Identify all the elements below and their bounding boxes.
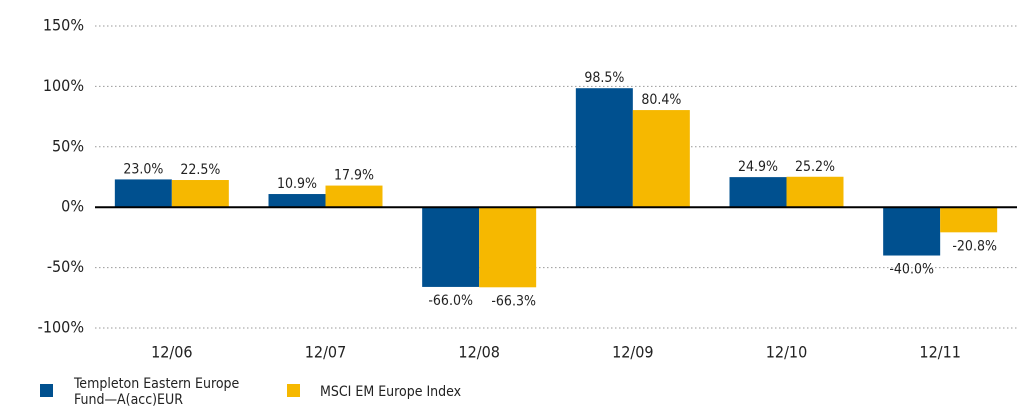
bar xyxy=(171,180,229,208)
bar xyxy=(325,185,383,208)
legend-swatch xyxy=(287,384,300,397)
bar xyxy=(479,207,537,288)
x-tick-label: 12/08 xyxy=(458,343,499,362)
x-tick-label: 12/06 xyxy=(151,343,192,362)
value-label: 98.5% xyxy=(584,70,624,86)
value-label: 80.4% xyxy=(641,92,681,108)
value-label: 22.5% xyxy=(180,162,220,178)
y-tick-label: 0% xyxy=(61,197,84,216)
legend-label: MSCI EM Europe Index xyxy=(320,384,462,400)
bar xyxy=(729,177,787,208)
bar xyxy=(940,207,998,233)
value-label: 10.9% xyxy=(277,176,317,192)
y-tick-label: 50% xyxy=(52,136,84,155)
value-label: -20.8% xyxy=(952,238,997,254)
bar xyxy=(575,88,633,208)
legend-label: Templeton Eastern Europe Fund—A(acc)EUR xyxy=(74,376,240,408)
value-label: 17.9% xyxy=(334,168,374,184)
bar xyxy=(268,194,326,208)
bar xyxy=(422,207,480,287)
bar xyxy=(883,207,941,256)
bar xyxy=(632,110,690,208)
value-label: -66.3% xyxy=(491,293,536,309)
x-tick-label: 12/10 xyxy=(766,343,807,362)
y-tick-label: -100% xyxy=(38,318,84,337)
value-label: 23.0% xyxy=(123,161,163,177)
y-tick-label: -50% xyxy=(47,257,84,276)
legend-swatch xyxy=(40,384,53,397)
y-tick-label: 100% xyxy=(43,76,84,95)
value-label: -66.0% xyxy=(428,293,473,309)
x-tick-label: 12/09 xyxy=(612,343,653,362)
bar xyxy=(786,176,844,208)
value-label: 25.2% xyxy=(795,159,835,175)
value-label: 24.9% xyxy=(738,159,778,175)
x-tick-label: 12/07 xyxy=(305,343,346,362)
bar xyxy=(114,179,172,208)
y-tick-label: 150% xyxy=(43,16,84,35)
x-tick-label: 12/11 xyxy=(919,343,960,362)
value-label: -40.0% xyxy=(889,262,934,278)
